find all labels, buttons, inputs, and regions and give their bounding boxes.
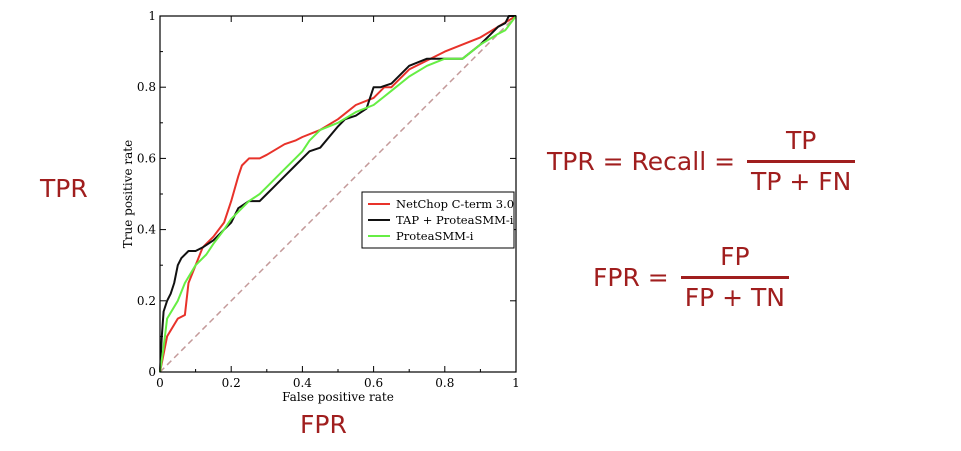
x-tick-label: 0.8 xyxy=(435,376,454,390)
fpr-numerator: FP xyxy=(720,242,750,271)
fpr-annotation: FPR xyxy=(300,410,347,439)
series-line-2 xyxy=(159,15,517,373)
y-tick-label: 0.6 xyxy=(137,151,156,165)
roc-chart: 0 0.2 0.4 0.6 0.8 1 0 0.2 0.4 0.6 0.8 1 False positi… xyxy=(121,9,520,404)
recall-fraction: TP TP + FN xyxy=(747,126,856,197)
fpr-denominator: FP + TN xyxy=(680,276,790,313)
y-tick-label: 0.4 xyxy=(137,223,156,237)
y-tick-label: 0.2 xyxy=(137,294,156,308)
y-axis-label: True positive rate xyxy=(121,140,135,248)
recall-denominator: TP + FN xyxy=(747,160,856,197)
y-tick-label: 0 xyxy=(148,365,156,379)
random-baseline-line xyxy=(159,15,517,373)
recall-formula-lhs: TPR = Recall = xyxy=(547,147,736,176)
series-line-0 xyxy=(159,15,517,373)
fpr-formula: FPR = FP FP + TN xyxy=(593,242,790,313)
axes: 0 0.2 0.4 0.6 0.8 1 0 0.2 0.4 0.6 0.8 1 False positi… xyxy=(121,9,520,404)
legend-entry-label: TAP + ProteaSMM-i xyxy=(396,213,514,227)
recall-numerator: TP xyxy=(786,126,817,155)
x-tick-label: 1 xyxy=(512,376,520,390)
plot-area xyxy=(159,15,517,373)
x-tick-label: 0.4 xyxy=(293,376,312,390)
recall-formula: TPR = Recall = TP TP + FN xyxy=(547,126,856,197)
y-tick-label: 1 xyxy=(148,9,156,23)
x-tick-label: 0.2 xyxy=(222,376,241,390)
y-tick-label: 0.8 xyxy=(137,80,156,94)
legend-entry-label: NetChop C-term 3.0 xyxy=(396,197,514,211)
fpr-fraction: FP FP + TN xyxy=(680,242,790,313)
legend: NetChop C-term 3.0 TAP + ProteaSMM-i Prote… xyxy=(361,191,515,249)
x-axis-label: False positive rate xyxy=(282,390,394,404)
x-tick-label: 0 xyxy=(156,376,164,390)
x-tick-label: 0.6 xyxy=(364,376,383,390)
tpr-annotation: TPR xyxy=(40,174,88,203)
legend-entry-label: ProteaSMM-i xyxy=(396,229,474,243)
fpr-formula-lhs: FPR = xyxy=(593,263,669,292)
